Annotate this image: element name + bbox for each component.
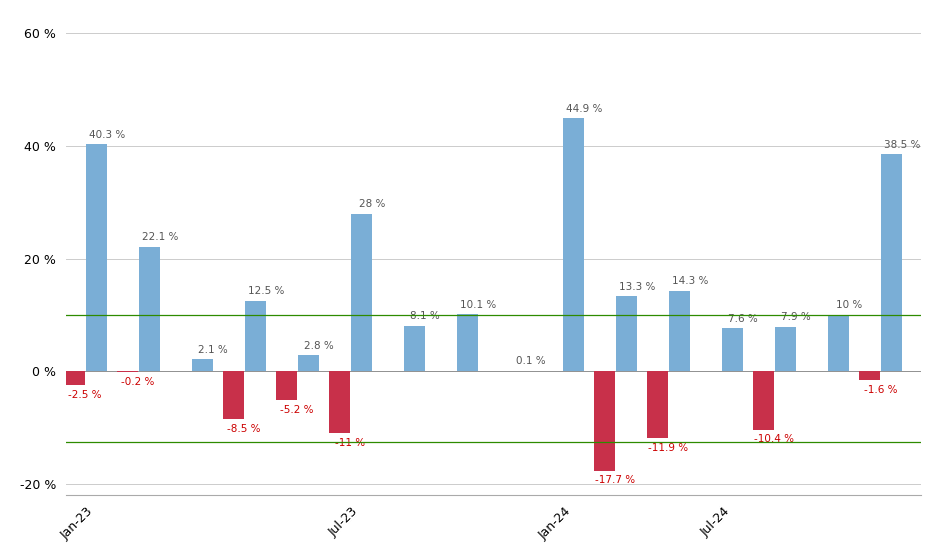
Bar bbox=[404, 326, 425, 371]
Text: -2.5 %: -2.5 % bbox=[68, 390, 102, 400]
Bar bbox=[617, 296, 637, 371]
Text: 22.1 %: 22.1 % bbox=[142, 232, 178, 242]
Bar bbox=[753, 371, 775, 430]
Text: 7.9 %: 7.9 % bbox=[781, 312, 811, 322]
Bar bbox=[64, 371, 85, 385]
Text: 2.1 %: 2.1 % bbox=[198, 345, 227, 355]
Bar bbox=[86, 144, 107, 371]
Text: 40.3 %: 40.3 % bbox=[88, 130, 125, 140]
Bar bbox=[563, 118, 584, 371]
Bar bbox=[275, 371, 297, 400]
Bar bbox=[139, 247, 160, 371]
Bar bbox=[859, 371, 880, 380]
Text: -10.4 %: -10.4 % bbox=[754, 434, 794, 444]
Bar bbox=[244, 301, 266, 371]
Text: 10 %: 10 % bbox=[837, 300, 863, 310]
Text: -11 %: -11 % bbox=[335, 438, 365, 448]
Bar bbox=[776, 327, 796, 371]
Bar bbox=[298, 355, 319, 371]
Text: 2.8 %: 2.8 % bbox=[304, 341, 334, 351]
Text: 0.1 %: 0.1 % bbox=[516, 356, 546, 366]
Text: 7.6 %: 7.6 % bbox=[728, 314, 759, 324]
Bar bbox=[223, 371, 243, 419]
Text: 13.3 %: 13.3 % bbox=[619, 282, 655, 292]
Bar bbox=[457, 314, 478, 371]
Text: 12.5 %: 12.5 % bbox=[247, 287, 284, 296]
Bar bbox=[828, 315, 850, 371]
Text: 28 %: 28 % bbox=[359, 199, 385, 209]
Text: 14.3 %: 14.3 % bbox=[672, 276, 709, 286]
Text: 10.1 %: 10.1 % bbox=[460, 300, 496, 310]
Text: 8.1 %: 8.1 % bbox=[410, 311, 440, 321]
Bar bbox=[594, 371, 615, 471]
Text: 44.9 %: 44.9 % bbox=[566, 104, 603, 114]
Bar bbox=[329, 371, 350, 433]
Bar bbox=[351, 213, 372, 371]
Bar bbox=[647, 371, 668, 438]
Text: -0.2 %: -0.2 % bbox=[121, 377, 154, 387]
Bar bbox=[192, 359, 212, 371]
Bar bbox=[117, 371, 137, 372]
Text: -8.5 %: -8.5 % bbox=[227, 424, 260, 433]
Text: -17.7 %: -17.7 % bbox=[595, 475, 635, 485]
Bar bbox=[882, 155, 902, 371]
Text: -1.6 %: -1.6 % bbox=[864, 384, 897, 395]
Bar bbox=[669, 290, 690, 371]
Text: -5.2 %: -5.2 % bbox=[280, 405, 314, 415]
Bar bbox=[722, 328, 744, 371]
Text: 38.5 %: 38.5 % bbox=[885, 140, 920, 150]
Text: -11.9 %: -11.9 % bbox=[648, 443, 688, 453]
